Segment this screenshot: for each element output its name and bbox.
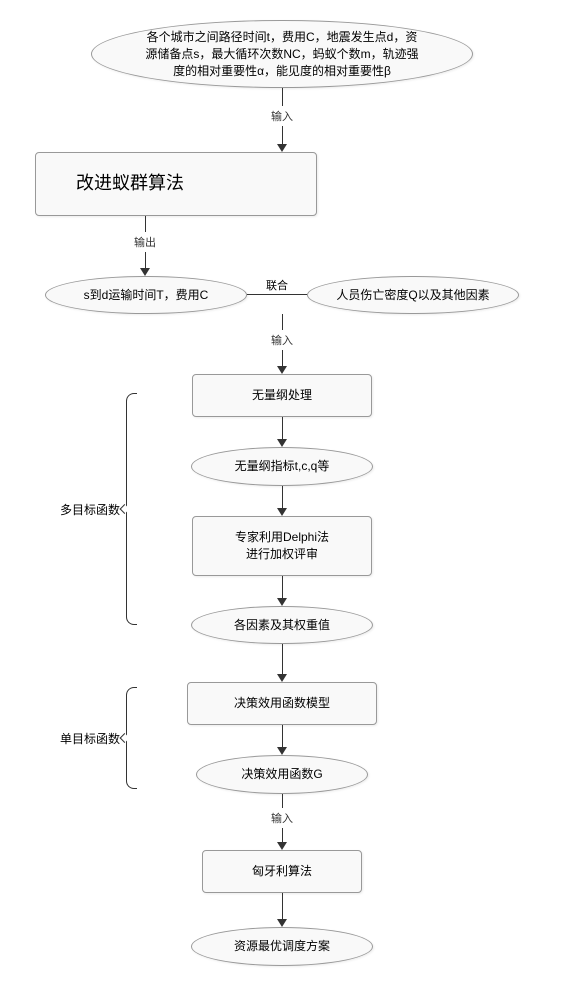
label-output: 输出 — [130, 234, 160, 250]
node-dimless: 无量纲处理 — [192, 374, 372, 417]
text-input-params: 各个城市之间路径时间t，费用C，地震发生点d，资 源储备点s，最大循环次数NC，… — [145, 30, 418, 78]
node-algorithm: 改进蚁群算法 — [35, 152, 317, 215]
node-decision-model: 决策效用函数模型 — [187, 682, 377, 725]
text-result: 资源最优调度方案 — [234, 939, 330, 953]
text-decision-model: 决策效用函数模型 — [234, 696, 330, 710]
group-multi-obj: 多目标函数 无量纲处理 无量纲指标t,c,q等 专家利用Delphi法 进行加权… — [20, 374, 544, 644]
node-input-params: 各个城市之间路径时间t，费用C，地震发生点d，资 源储备点s，最大循环次数NC，… — [91, 20, 473, 88]
row-union: s到d运输时间T，费用C 联合 人员伤亡密度Q以及其他因素 — [20, 276, 544, 315]
arrow-10 — [277, 893, 287, 927]
node-result: 资源最优调度方案 — [191, 927, 373, 966]
text-hungarian: 匈牙利算法 — [252, 864, 312, 878]
label-input-3: 输入 — [267, 810, 297, 826]
text-transport: s到d运输时间T，费用C — [84, 288, 209, 302]
text-casualty: 人员伤亡密度Q以及其他因素 — [336, 288, 489, 302]
arrow-3: 输入 — [267, 314, 297, 374]
label-input-2: 输入 — [267, 332, 297, 348]
label-input-1: 输入 — [267, 108, 297, 124]
arrow-4 — [277, 417, 287, 447]
text-algorithm: 改进蚁群算法 — [76, 173, 184, 193]
node-dimless-idx: 无量纲指标t,c,q等 — [191, 447, 373, 486]
arrow-1: 输入 — [267, 88, 297, 152]
text-dimless: 无量纲处理 — [252, 388, 312, 402]
node-delphi: 专家利用Delphi法 进行加权评审 — [192, 516, 372, 576]
node-transport: s到d运输时间T，费用C — [45, 276, 247, 315]
node-casualty: 人员伤亡密度Q以及其他因素 — [307, 276, 519, 315]
node-hungarian: 匈牙利算法 — [202, 850, 362, 893]
arrow-8 — [277, 725, 287, 755]
arrow-5 — [277, 486, 287, 516]
label-union: 联合 — [262, 277, 292, 293]
label-multi-obj: 多目标函数 — [60, 501, 120, 518]
arrow-6 — [277, 576, 287, 606]
group-single-obj: 单目标函数 决策效用函数模型 决策效用函数G — [20, 682, 544, 794]
node-factors: 各因素及其权重值 — [191, 606, 373, 645]
flowchart-root: 各个城市之间路径时间t，费用C，地震发生点d，资 源储备点s，最大循环次数NC，… — [20, 20, 544, 966]
label-single-obj: 单目标函数 — [60, 730, 120, 747]
text-delphi: 专家利用Delphi法 进行加权评审 — [235, 530, 329, 561]
text-decision-g: 决策效用函数G — [241, 767, 322, 781]
text-dimless-idx: 无量纲指标t,c,q等 — [235, 459, 330, 473]
arrow-9: 输入 — [267, 794, 297, 850]
text-factors: 各因素及其权重值 — [234, 618, 330, 632]
node-decision-g: 决策效用函数G — [196, 755, 368, 794]
arrow-7 — [277, 644, 287, 682]
arrow-2: 输出 — [130, 216, 160, 276]
